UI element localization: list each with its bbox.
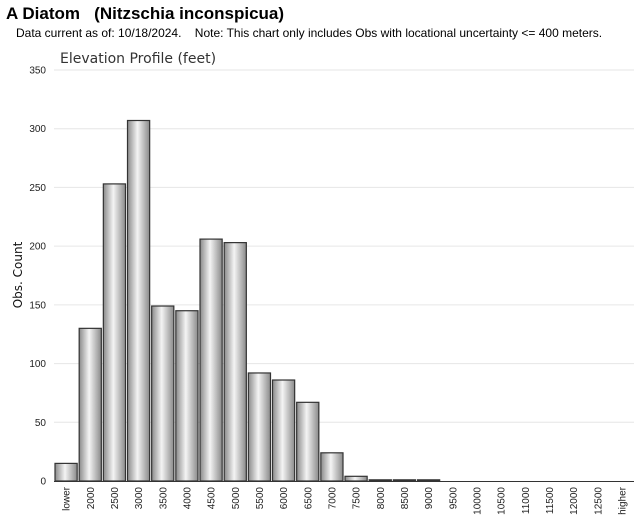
bar (223, 242, 247, 482)
x-tick-label: 11500 (545, 487, 556, 515)
x-tick-label: 9000 (424, 487, 435, 510)
y-tick-label: 200 (29, 242, 46, 253)
bar (199, 238, 223, 482)
bars (54, 119, 441, 482)
bar (368, 479, 392, 482)
y-axis-label: Obs. Count (11, 241, 25, 308)
x-tick-label: 3000 (134, 487, 145, 510)
y-tick-label: 150 (29, 300, 46, 311)
bar (151, 305, 175, 482)
x-tick-label: 5000 (231, 487, 242, 510)
chart-title: Elevation Profile (feet) (60, 51, 216, 67)
x-tick-label: 7500 (352, 487, 363, 510)
bar (416, 479, 441, 482)
x-tick-label: 12500 (593, 487, 604, 515)
x-tick-label: 10500 (497, 487, 508, 515)
x-tick-label: 4000 (182, 487, 193, 510)
x-tick-label: 10000 (472, 487, 483, 515)
bar (78, 327, 102, 482)
x-tick-label: 11000 (521, 487, 532, 515)
data-note: Data current as of: 10/18/2024. Note: Th… (16, 26, 603, 40)
chart-heading: A Diatom (Nitzschia inconspicua) (6, 4, 285, 23)
bar (344, 475, 368, 482)
x-tick-label: 2500 (110, 487, 121, 510)
x-tick-label: 5500 (255, 487, 266, 510)
y-tick-label: 100 (29, 359, 46, 370)
bar (175, 310, 199, 482)
x-tick-label: 12000 (569, 487, 580, 515)
x-tick-label: 7000 (327, 487, 338, 510)
y-tick-label: 250 (29, 183, 46, 194)
x-tick-label: 6000 (279, 487, 290, 510)
x-tick-label: 3500 (158, 487, 169, 510)
bar (102, 183, 127, 482)
bar (392, 479, 417, 482)
grid-lines (54, 69, 634, 423)
y-tick-label: 350 (29, 66, 46, 77)
x-tick-label: 9500 (448, 487, 459, 510)
bar (320, 452, 344, 482)
bar (126, 119, 151, 482)
bar (54, 462, 78, 482)
axes: 0 50 100 150 200 250 300 350 lower 2000 2500 3000 35… (29, 66, 634, 515)
y-tick-label: 50 (35, 418, 47, 429)
x-tick-label: lower (62, 486, 73, 511)
x-tick-label: 6500 (303, 487, 314, 510)
bar (271, 379, 296, 482)
x-tick-label: 2000 (86, 487, 97, 510)
x-tick-label: 8000 (376, 487, 387, 510)
y-tick-label: 300 (29, 124, 46, 135)
y-tick-label: 0 (40, 477, 46, 488)
x-tick-label: 8500 (400, 487, 411, 510)
bar (296, 401, 320, 482)
x-tick-label: higher (617, 486, 628, 514)
x-tick-label: 4500 (207, 487, 218, 510)
bar (247, 372, 272, 482)
